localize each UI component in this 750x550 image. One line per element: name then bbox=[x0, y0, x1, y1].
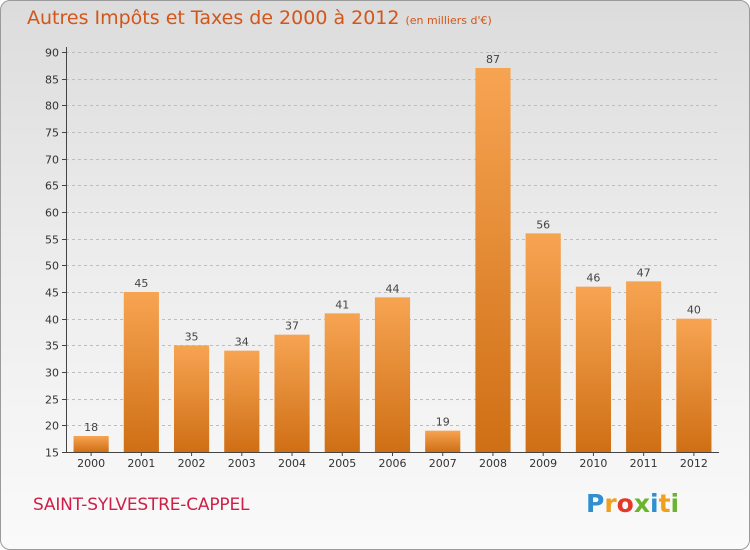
chart-title-unit: (en milliers d'€) bbox=[405, 14, 492, 27]
logo-letter: r bbox=[604, 489, 617, 518]
data-label: 34 bbox=[235, 336, 249, 349]
x-tick-label: 2004 bbox=[278, 457, 306, 470]
y-tick-label: 45 bbox=[45, 287, 59, 300]
bar bbox=[73, 436, 109, 452]
bar bbox=[324, 313, 360, 452]
bar bbox=[274, 334, 310, 452]
bar bbox=[575, 286, 612, 452]
logo-letter: x bbox=[633, 489, 650, 518]
logo-letter: i bbox=[650, 489, 659, 518]
x-tick-label: 2002 bbox=[178, 457, 206, 470]
data-label: 40 bbox=[687, 304, 701, 317]
x-tick-label: 2003 bbox=[228, 457, 256, 470]
logo-letter: o bbox=[616, 489, 634, 518]
proxiti-logo: Proxiti bbox=[586, 489, 679, 518]
y-tick-label: 35 bbox=[45, 340, 59, 353]
data-label: 35 bbox=[185, 330, 199, 343]
bar bbox=[626, 281, 662, 452]
data-label: 47 bbox=[637, 266, 651, 279]
data-label: 37 bbox=[285, 320, 299, 333]
y-tick-label: 30 bbox=[45, 367, 59, 380]
bar bbox=[676, 318, 712, 452]
x-tick-label: 2011 bbox=[630, 457, 658, 470]
bar bbox=[173, 345, 210, 452]
bar bbox=[374, 297, 411, 452]
x-tick-label: 2007 bbox=[429, 457, 457, 470]
y-tick-label: 55 bbox=[45, 234, 59, 247]
logo-letter: P bbox=[586, 489, 605, 518]
y-tick-label: 15 bbox=[45, 447, 59, 460]
data-label: 19 bbox=[436, 416, 450, 429]
data-label: 56 bbox=[536, 218, 550, 231]
y-tick-label: 85 bbox=[45, 74, 59, 87]
bar bbox=[525, 233, 561, 452]
logo-letter: t bbox=[658, 489, 671, 518]
chart-title-text: Autres Impôts et Taxes de 2000 à 2012 bbox=[27, 7, 400, 29]
y-tick-label: 65 bbox=[45, 180, 59, 193]
y-tick-label: 75 bbox=[45, 127, 59, 140]
x-tick-label: 2001 bbox=[127, 457, 155, 470]
x-tick-label: 2006 bbox=[379, 457, 407, 470]
data-label: 41 bbox=[335, 298, 349, 311]
data-label: 46 bbox=[586, 272, 600, 285]
logo-letter: i bbox=[670, 489, 680, 518]
town-name: SAINT-SYLVESTRE-CAPPEL bbox=[33, 495, 250, 515]
data-label: 45 bbox=[134, 277, 148, 290]
x-tick-label: 2005 bbox=[328, 457, 356, 470]
y-tick-label: 40 bbox=[45, 314, 59, 327]
x-tick-label: 2012 bbox=[680, 457, 708, 470]
bar bbox=[475, 68, 511, 452]
data-label: 44 bbox=[386, 282, 400, 295]
data-label: 87 bbox=[486, 53, 500, 66]
x-tick-label: 2009 bbox=[529, 457, 557, 470]
chart-title: Autres Impôts et Taxes de 2000 à 2012 (en… bbox=[27, 7, 492, 29]
bar bbox=[224, 350, 260, 452]
y-tick-label: 50 bbox=[45, 260, 59, 273]
y-tick-label: 80 bbox=[45, 100, 59, 113]
y-tick-label: 70 bbox=[45, 154, 59, 167]
data-label: 18 bbox=[84, 421, 98, 434]
bar bbox=[123, 292, 159, 452]
bar bbox=[425, 430, 461, 452]
y-tick-label: 60 bbox=[45, 207, 59, 220]
y-tick-label: 20 bbox=[45, 420, 59, 433]
y-tick-label: 25 bbox=[45, 394, 59, 407]
x-tick-label: 2000 bbox=[77, 457, 105, 470]
y-tick-label: 90 bbox=[45, 47, 59, 60]
x-tick-label: 2010 bbox=[579, 457, 607, 470]
x-tick-label: 2008 bbox=[479, 457, 507, 470]
